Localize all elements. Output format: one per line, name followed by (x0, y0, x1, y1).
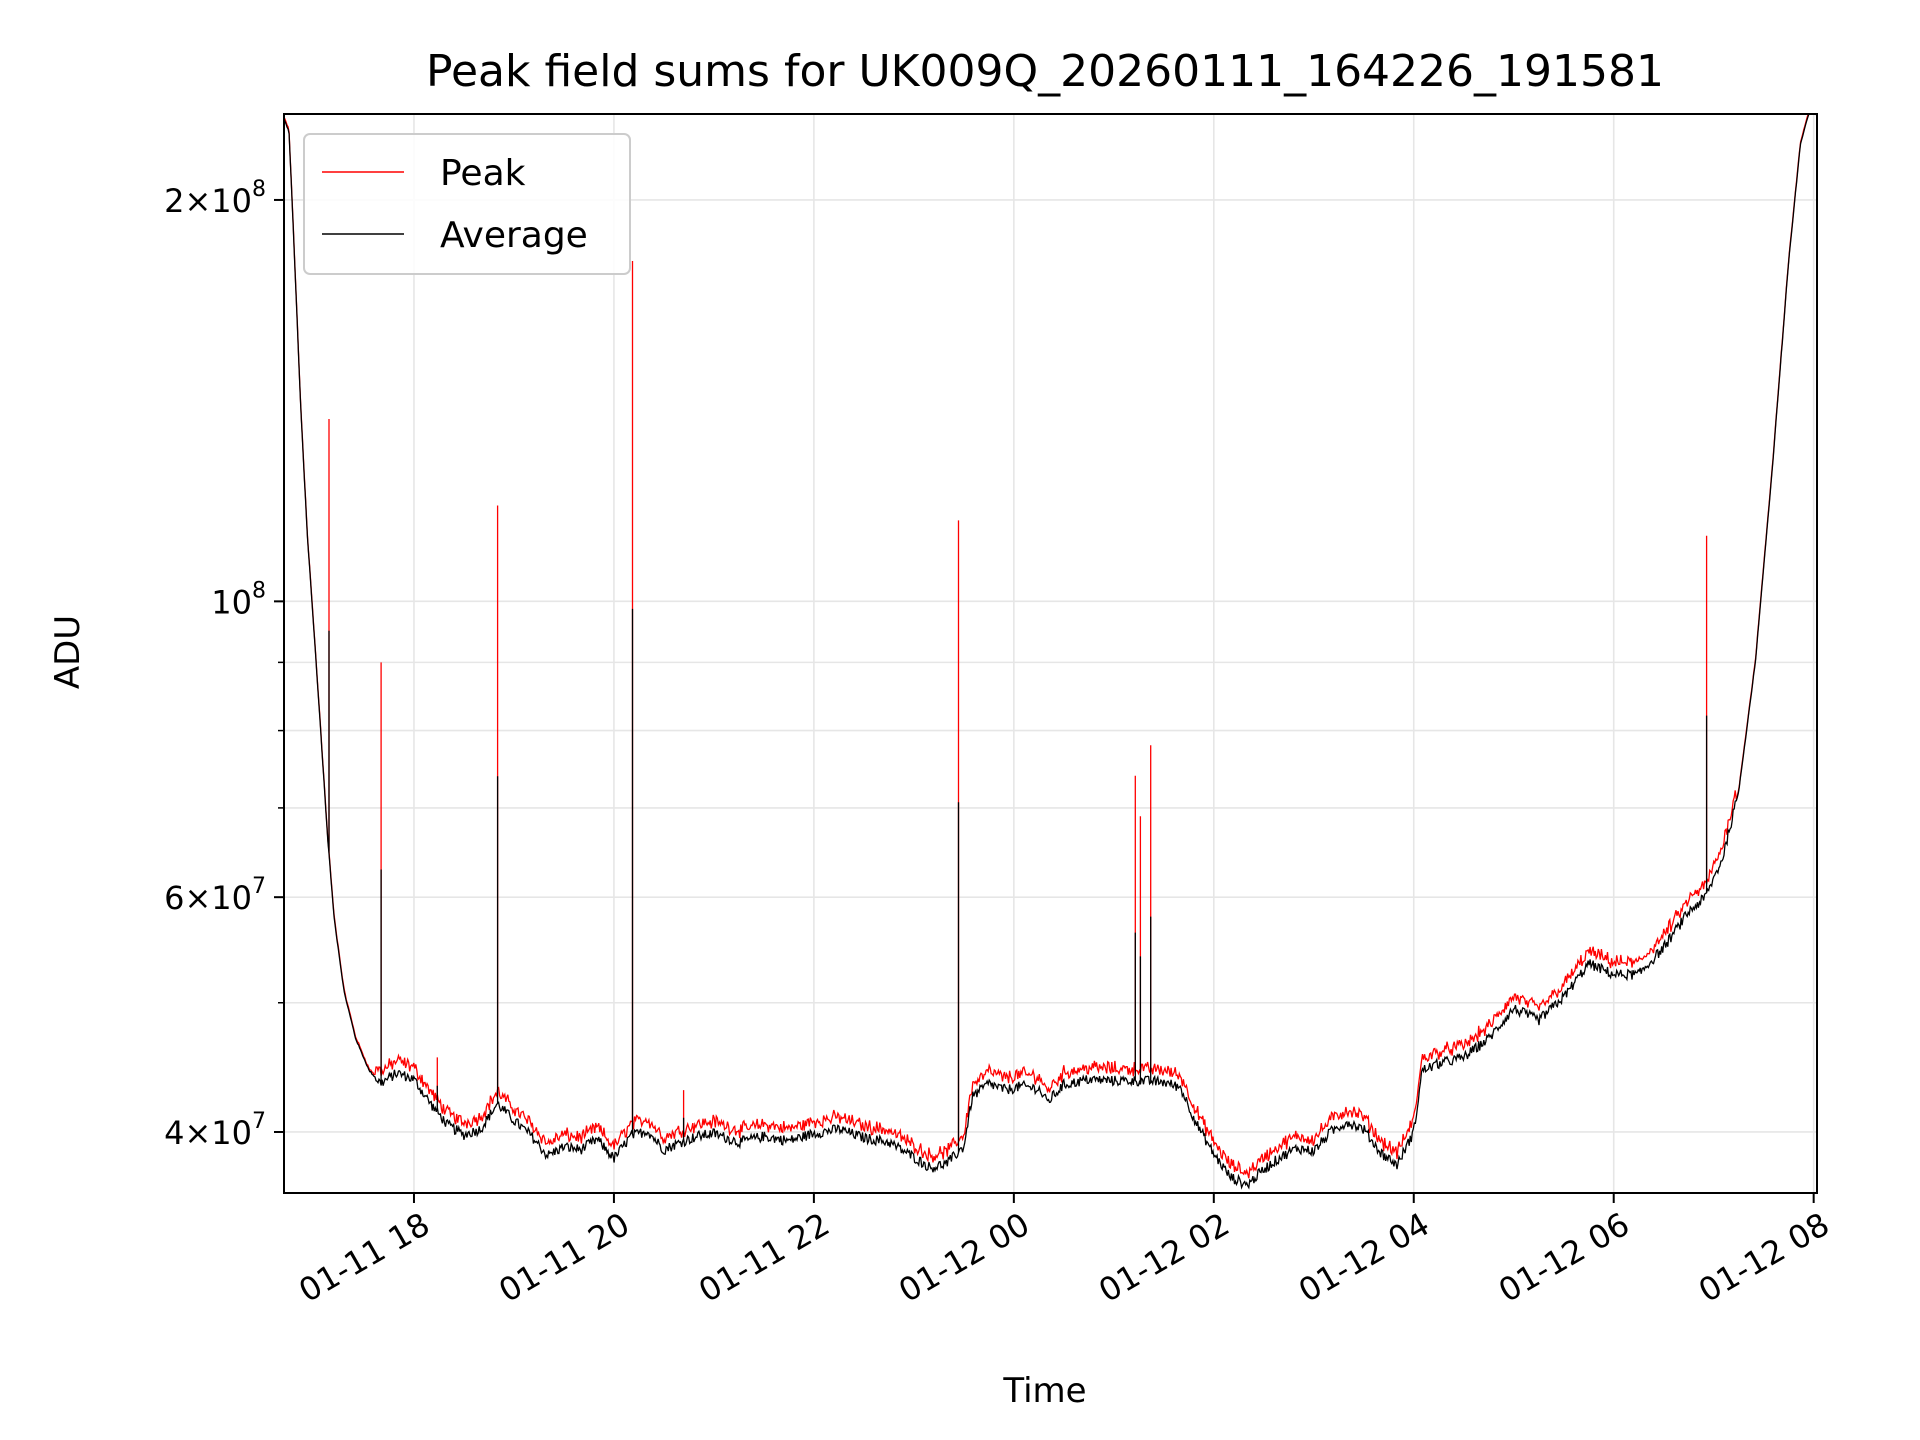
plot-area (284, 114, 1817, 1190)
chart-title: Peak field sums for UK009Q_20260111_1642… (426, 46, 1664, 97)
legend-label: Average (440, 215, 588, 256)
legend-label: Peak (440, 153, 526, 194)
plot-frame (283, 113, 1818, 1194)
y-axis-label: ADU (48, 615, 88, 689)
y-tick-label: 4×107 (164, 1109, 266, 1152)
y-tick-label: 108 (211, 578, 266, 621)
series-line-average (284, 114, 1817, 1190)
y-tick-label: 6×107 (164, 874, 266, 917)
y-tick-label: 2×108 (164, 177, 266, 220)
x-axis-label: Time (1002, 1371, 1086, 1411)
series-line-peak (284, 114, 1809, 1179)
legend-box (303, 133, 631, 275)
legend: Peak Average (303, 133, 631, 275)
